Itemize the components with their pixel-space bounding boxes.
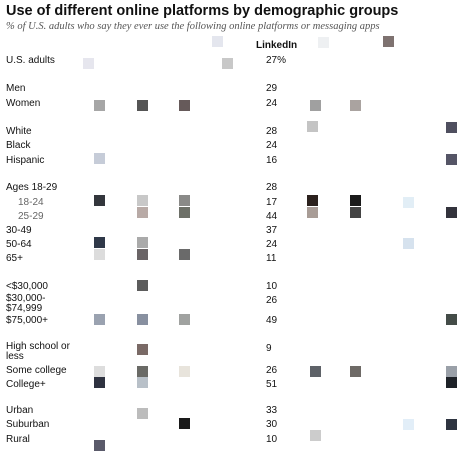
obscured-cell [446,154,457,165]
row-label: College+ [6,379,46,390]
obscured-cell [94,377,105,388]
obscured-cell [94,153,105,164]
obscured-cell [222,58,233,69]
row-value-linkedin: 9 [266,343,272,354]
obscured-cell [94,249,105,260]
row-value-linkedin: 37 [266,225,278,236]
row-label: White [6,126,32,137]
obscured-cell [137,366,148,377]
row-value-linkedin: 30 [266,419,278,430]
row-label: Urban [6,405,34,416]
obscured-cell [94,100,105,111]
obscured-cell [446,377,457,388]
row-value-linkedin: 28 [266,126,278,137]
obscured-cell [446,207,457,218]
row-label: U.S. adults [6,55,55,66]
obscured-cell [350,207,361,218]
obscured-cell [179,314,190,325]
obscured-cell [137,100,148,111]
obscured-cell [446,314,457,325]
row-value-linkedin: 26 [266,295,278,306]
row-label: Ages 18-29 [6,182,58,193]
obscured-cell [310,100,321,111]
row-value-linkedin: 11 [266,253,277,264]
row-value-linkedin: 24 [266,140,278,151]
row-label: Suburban [6,419,50,430]
row-value-linkedin: 26 [266,365,278,376]
row-label: $75,000+ [6,315,48,326]
row-value-linkedin: 28 [266,182,278,193]
row-label: Women [6,98,41,109]
obscured-cell [179,100,190,111]
obscured-cell [179,366,190,377]
obscured-cell [83,58,94,69]
row-value-linkedin: 24 [266,239,278,250]
obscured-cell [307,207,318,218]
obscured-cell [137,280,148,291]
obscured-cell [137,344,148,355]
row-label: 65+ [6,253,23,264]
row-value-linkedin: 16 [266,155,278,166]
row-value-linkedin: 24 [266,98,278,109]
row-label: Men [6,83,26,94]
row-value-linkedin: 44 [266,211,278,222]
row-label: Hispanic [6,155,45,166]
row-value-linkedin: 10 [266,281,278,292]
obscured-cell [350,195,361,206]
row-label: Some college [6,365,67,376]
obscured-cell [383,36,394,47]
obscured-cell [446,366,457,377]
row-label: Black [6,140,31,151]
obscured-cell [94,195,105,206]
obscured-cell [137,408,148,419]
chart-subtitle: % of U.S. adults who say they ever use t… [6,21,380,32]
obscured-cell [310,430,321,441]
obscured-cell [94,366,105,377]
row-value-linkedin: 10 [266,434,278,445]
row-value-linkedin: 49 [266,315,278,326]
obscured-cell [307,121,318,132]
obscured-cell [179,249,190,260]
obscured-cell [137,237,148,248]
obscured-cell [446,419,457,430]
obscured-cell [179,195,190,206]
chart-title: Use of different online platforms by dem… [6,3,399,19]
row-label: <$30,000 [6,281,48,292]
column-header-linkedin: LinkedIn [256,40,298,51]
obscured-cell [94,237,105,248]
row-label: 50-64 [6,239,32,250]
obscured-cell [318,37,329,48]
obscured-cell [310,366,321,377]
obscured-cell [179,207,190,218]
row-label: 30-49 [6,225,32,236]
obscured-cell [137,195,148,206]
obscured-cell [403,197,414,208]
obscured-cell [350,100,361,111]
row-label: High school or less [6,341,70,362]
obscured-cell [212,36,223,47]
obscured-cell [179,418,190,429]
row-label: 25-29 [18,211,44,222]
row-value-linkedin: 27% [266,55,287,66]
obscured-cell [137,314,148,325]
obscured-cell [137,377,148,388]
obscured-cell [137,249,148,260]
obscured-cell [307,195,318,206]
row-label: $30,000- $74,999 [6,293,46,314]
row-label: 18-24 [18,197,44,208]
row-value-linkedin: 51 [266,379,278,390]
obscured-cell [446,122,457,133]
obscured-cell [94,440,105,451]
row-value-linkedin: 17 [266,197,278,208]
obscured-cell [94,314,105,325]
obscured-cell [403,419,414,430]
row-value-linkedin: 29 [266,83,278,94]
obscured-cell [403,238,414,249]
row-value-linkedin: 33 [266,405,278,416]
obscured-cell [137,207,148,218]
row-label: Rural [6,434,30,445]
obscured-cell [350,366,361,377]
